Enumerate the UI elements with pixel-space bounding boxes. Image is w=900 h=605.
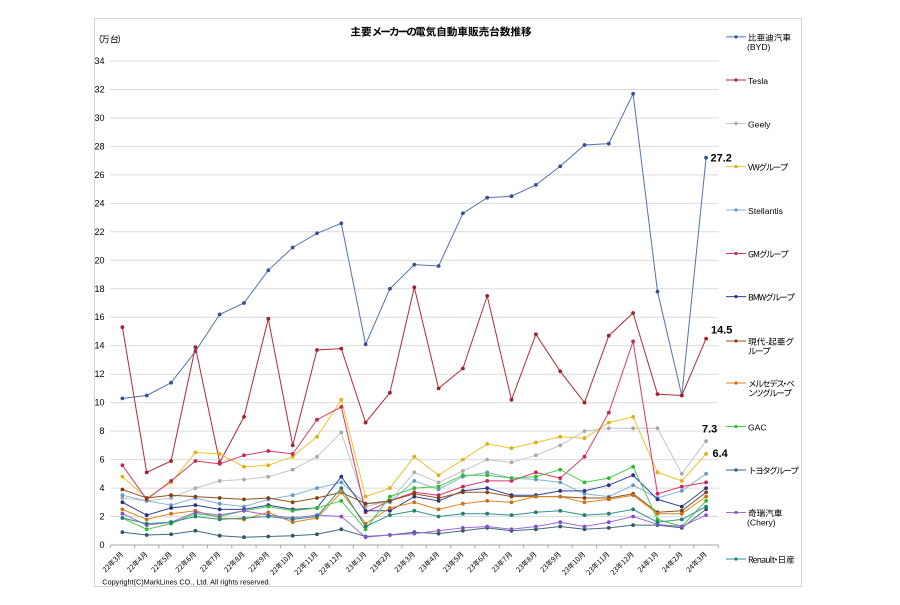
svg-text:14: 14 xyxy=(94,341,104,351)
svg-text:Tesla: Tesla xyxy=(748,76,768,86)
svg-text:22: 22 xyxy=(94,227,104,237)
svg-text:14.5: 14.5 xyxy=(711,325,732,337)
svg-text:Copyright(C)MarkLines CO., Ltd: Copyright(C)MarkLines CO., Ltd. All righ… xyxy=(102,577,270,586)
svg-text:10: 10 xyxy=(94,398,104,408)
svg-text:12: 12 xyxy=(94,369,104,379)
svg-text:16: 16 xyxy=(94,312,104,322)
svg-text:27.2: 27.2 xyxy=(711,152,732,164)
svg-text:2: 2 xyxy=(99,512,104,522)
svg-text:20: 20 xyxy=(94,255,104,265)
svg-text:4: 4 xyxy=(99,483,104,493)
svg-text:Stellantis: Stellantis xyxy=(748,206,783,216)
svg-text:(BYD): (BYD) xyxy=(747,42,771,52)
svg-text:0: 0 xyxy=(99,540,104,550)
svg-text:6: 6 xyxy=(99,455,104,465)
svg-text:32: 32 xyxy=(94,85,104,95)
svg-text:GAC: GAC xyxy=(748,422,767,432)
svg-text:28: 28 xyxy=(94,141,104,151)
svg-text:30: 30 xyxy=(94,113,104,123)
svg-text:34: 34 xyxy=(94,56,104,66)
svg-text:26: 26 xyxy=(94,170,104,180)
svg-text:7.3: 7.3 xyxy=(702,424,717,436)
svg-text:(Chery): (Chery) xyxy=(747,518,776,528)
svg-text:24: 24 xyxy=(94,198,104,208)
svg-text:6.4: 6.4 xyxy=(713,448,729,460)
svg-text:18: 18 xyxy=(94,284,104,294)
svg-text:Geely: Geely xyxy=(748,119,771,129)
svg-text:8: 8 xyxy=(99,426,104,436)
